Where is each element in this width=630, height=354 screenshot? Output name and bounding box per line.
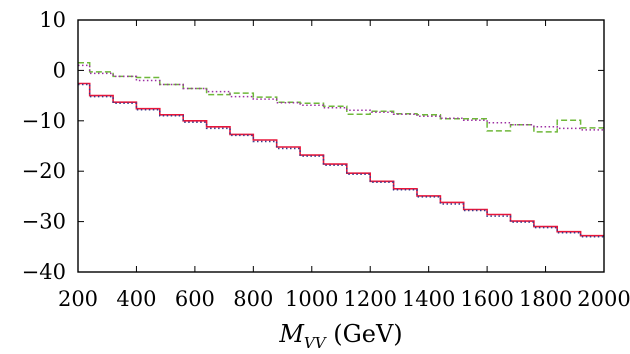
x-tick-label: 400 — [116, 287, 156, 311]
x-tick-label: 1000 — [285, 287, 338, 311]
series-4-line — [78, 64, 604, 131]
y-tick-label: −30 — [22, 210, 66, 234]
y-tick-label: −20 — [22, 159, 66, 183]
x-tick-label: 2000 — [577, 287, 630, 311]
x-axis-symbol: M — [278, 320, 305, 348]
plot-frame — [77, 19, 605, 273]
series-3-line — [78, 62, 604, 133]
y-tick-label: 0 — [53, 58, 66, 82]
y-tick-label: −10 — [22, 109, 66, 133]
x-tick-label: 800 — [233, 287, 273, 311]
x-axis-subscript: VV — [304, 334, 328, 352]
x-axis-title: MVV (GeV) — [278, 320, 402, 352]
series-layer — [78, 62, 604, 238]
y-tick-label: −40 — [22, 260, 66, 284]
x-tick-label: 1400 — [402, 287, 455, 311]
y-tick-label: 10 — [39, 8, 66, 32]
tick-layer: 200 400 600 800 1000 1200 1400 1600 1800 2000 −40 −… — [22, 8, 630, 311]
x-tick-label: 200 — [58, 287, 98, 311]
x-axis-unit: (GeV) — [326, 320, 403, 348]
x-tick-label: 1800 — [519, 287, 572, 311]
x-tick-label: 1600 — [460, 287, 513, 311]
x-tick-label: 600 — [175, 287, 215, 311]
x-tick-label: 1200 — [343, 287, 396, 311]
